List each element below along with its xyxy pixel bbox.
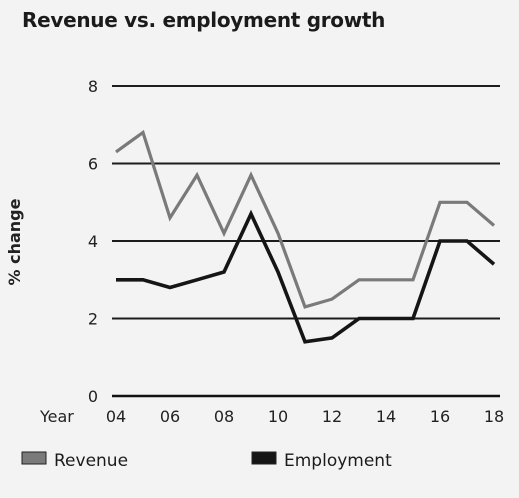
legend-swatch-employment [251, 451, 277, 465]
chart-title: Revenue vs. employment growth [22, 8, 386, 32]
x-tick-labels: 04 06 08 10 12 14 16 18 [106, 407, 504, 426]
gridlines [112, 85, 500, 398]
y-tick-label: 8 [88, 77, 98, 96]
y-tick-label: 2 [88, 310, 98, 329]
legend-label-employment: Employment [284, 451, 392, 471]
series-line-revenue [115, 129, 496, 309]
x-tick-label: 12 [322, 407, 342, 426]
legend-swatch-revenue [21, 451, 47, 465]
legend-label-revenue: Revenue [54, 451, 128, 471]
y-tick-labels: 0 2 4 6 8 [88, 77, 98, 406]
y-tick-label: 0 [88, 387, 98, 406]
x-tick-label: 08 [214, 407, 234, 426]
x-tick-label: 04 [106, 407, 126, 426]
x-tick-label: 14 [376, 407, 396, 426]
series-lines [115, 129, 496, 344]
y-tick-label: 6 [88, 155, 98, 174]
x-tick-label: 06 [160, 407, 180, 426]
series-line-employment [116, 209, 496, 344]
y-tick-label: 4 [88, 232, 98, 251]
x-axis-label: Year [39, 407, 74, 426]
x-tick-label: 16 [430, 407, 450, 426]
y-axis-label: % change [5, 198, 24, 285]
x-tick-label: 18 [484, 407, 504, 426]
legend: Revenue Employment [21, 451, 392, 471]
x-tick-label: 10 [268, 407, 288, 426]
